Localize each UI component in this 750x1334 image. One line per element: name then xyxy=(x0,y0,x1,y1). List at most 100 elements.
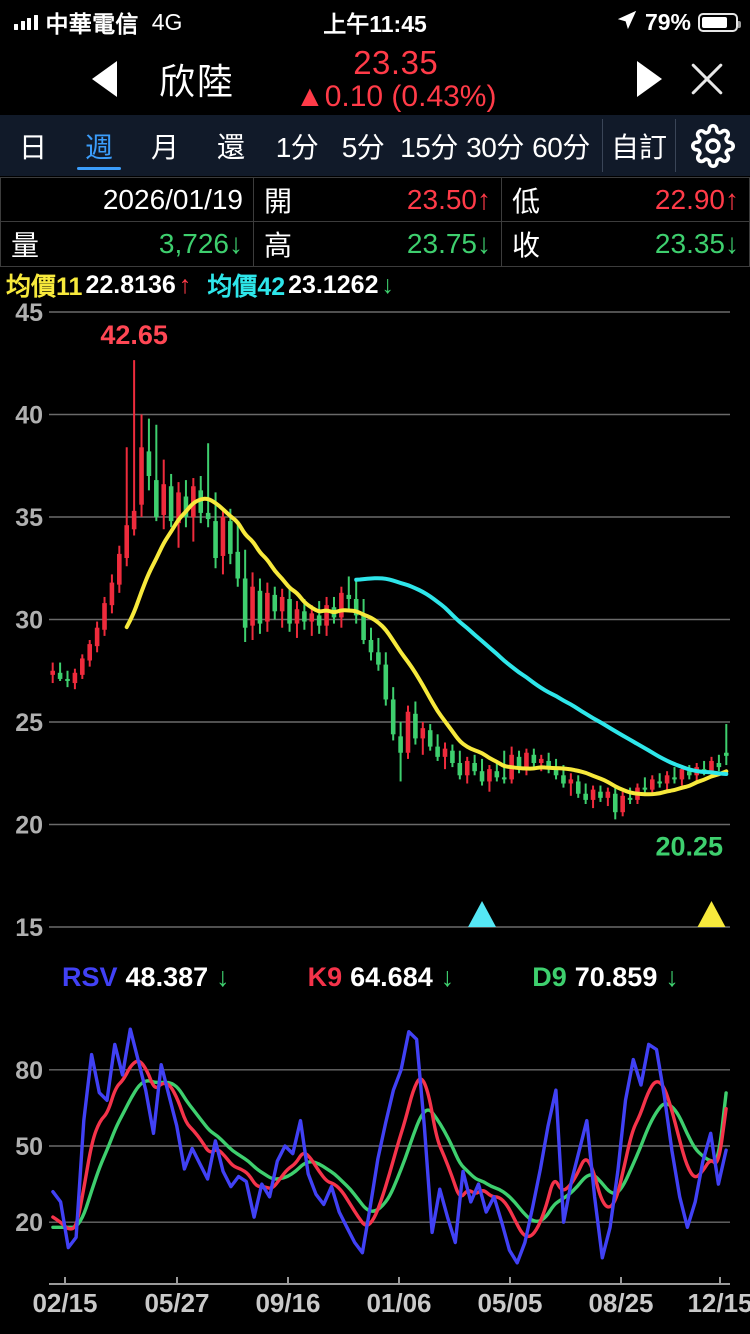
kd-y-tick: 80 xyxy=(15,1057,43,1085)
candle-body xyxy=(183,496,189,517)
candle-body xyxy=(257,590,263,624)
period-tab-4[interactable]: 1分 xyxy=(264,115,330,176)
quote-cell-0-0: 2026/01/19 xyxy=(0,177,254,222)
period-tab-8[interactable]: 60分 xyxy=(528,115,594,176)
period-tab-label: 15分 xyxy=(400,131,458,163)
candle-body xyxy=(561,775,566,784)
candle-body xyxy=(139,447,144,505)
chart-marker-1[interactable] xyxy=(697,901,726,927)
candle-body xyxy=(154,480,159,517)
period-tab-label: 日 xyxy=(18,131,47,163)
candle-body xyxy=(205,512,211,520)
kd-legend-arrow-icon: ↓ xyxy=(665,961,679,992)
price-change: ▲0.10 (0.43%) xyxy=(295,79,497,113)
candle-body xyxy=(516,756,522,770)
x-axis-label-3: 01/06 xyxy=(366,1288,431,1318)
quote-summary: 23.35 ▲0.10 (0.43%) xyxy=(295,45,496,113)
kd-line-K9 xyxy=(51,1059,728,1239)
kd-legend-value: 64.684 xyxy=(350,961,433,992)
ma-legend-value: 22.8136 xyxy=(85,270,176,299)
candle-body xyxy=(228,521,233,554)
x-axis-label-5: 08/25 xyxy=(588,1288,653,1318)
candle-body xyxy=(390,699,396,735)
price-y-tick: 20 xyxy=(15,812,43,840)
period-tab-label: 週 xyxy=(84,131,113,163)
quote-cell-label: 低 xyxy=(512,185,541,217)
ma-legend-item-1: 均價42 23.1262 ↓ xyxy=(207,267,394,303)
price-chart-panel[interactable]: 45 40 35 30 25 20 15 42.65 20.25 xyxy=(0,303,750,953)
period-tab-5[interactable]: 5分 xyxy=(330,115,396,176)
price-chart-svg[interactable]: 45 40 35 30 25 20 15 42.65 20.25 xyxy=(0,303,750,953)
kd-legend-value: 48.387 xyxy=(125,961,209,992)
candle-body xyxy=(724,752,729,756)
kd-legend-name: RSV xyxy=(62,961,118,992)
price-y-tick: 45 xyxy=(15,303,43,327)
next-arrow-icon[interactable] xyxy=(637,61,662,97)
candle-body xyxy=(472,763,477,772)
candle-body xyxy=(80,658,85,675)
period-tab-2[interactable]: 月 xyxy=(132,115,198,176)
candle-body xyxy=(72,672,78,684)
close-icon[interactable] xyxy=(684,56,730,102)
quote-cell-label: 開 xyxy=(264,185,293,217)
candle-body xyxy=(590,789,596,800)
price-y-tick: 30 xyxy=(15,607,43,635)
quote-cell-value: 3,726↓ xyxy=(158,228,243,259)
kd-legend-item-0: RSV 48.387 ↓ xyxy=(62,962,230,993)
candle-body xyxy=(716,763,722,768)
kd-indicator-legend: RSV 48.387 ↓ K9 64.684 ↓ D9 70.859 ↓ xyxy=(0,953,750,1001)
period-tab-label: 1分 xyxy=(275,131,319,163)
period-tab-3[interactable]: 還 xyxy=(198,115,264,176)
candle-body xyxy=(279,596,285,612)
period-tab-7[interactable]: 30分 xyxy=(462,115,528,176)
candle-body xyxy=(265,592,270,622)
candle-body xyxy=(220,517,226,556)
candle-body xyxy=(435,746,440,757)
ma-line-42 xyxy=(354,576,729,776)
candle-body xyxy=(442,748,448,757)
period-tab-1[interactable]: 週 xyxy=(66,115,132,176)
gear-icon[interactable] xyxy=(676,115,750,176)
candle-body xyxy=(124,525,130,558)
candle-body xyxy=(353,599,359,616)
candle-body xyxy=(294,609,300,624)
period-tab-6[interactable]: 15分 xyxy=(396,115,462,176)
candle-body xyxy=(272,594,278,612)
stock-name-label: 欣陸 xyxy=(159,61,236,102)
candle-body xyxy=(457,763,463,776)
quote-cell-value: 22.90↑ xyxy=(654,183,739,215)
candle-body xyxy=(376,652,381,665)
chart-marker-0[interactable] xyxy=(468,901,497,927)
previous-arrow-icon[interactable] xyxy=(92,61,117,97)
ma-legend-arrow-icon: ↑ xyxy=(178,270,192,299)
candle-body xyxy=(494,771,500,778)
candle-body xyxy=(413,713,418,739)
quote-cell-value: 2026/01/19 xyxy=(102,183,243,215)
quote-cell-1-2: 收 23.35↓ xyxy=(502,222,750,267)
period-tab-label: 還 xyxy=(216,131,245,163)
moving-average-legend: 均價11 22.8136 ↑ 均價42 23.1262 ↓ xyxy=(0,267,750,303)
candle-body xyxy=(672,777,677,780)
table-row: 2026/01/19 開 23.50↑ 低 22.90↑ xyxy=(0,177,750,222)
kd-legend-item-2: D9 70.859 ↓ xyxy=(532,962,679,993)
candle-body xyxy=(102,603,107,630)
candle-body xyxy=(679,769,685,780)
candle-body xyxy=(287,599,292,624)
price-y-tick: 35 xyxy=(15,504,43,532)
kd-chart-panel[interactable]: 80 50 20 02/15 05/27 09/16 01/06 05/05 08/25 12/1… xyxy=(0,1001,750,1322)
custom-period-button[interactable]: 自訂 xyxy=(610,131,667,163)
kd-legend-arrow-icon: ↓ xyxy=(440,961,455,992)
candle-body xyxy=(649,779,655,790)
candle-body xyxy=(168,486,174,522)
candle-body xyxy=(361,615,366,640)
kd-line-D9 xyxy=(51,1079,728,1229)
candle-body xyxy=(94,627,100,647)
period-tab-0[interactable]: 日 xyxy=(0,115,66,176)
candle-body xyxy=(198,490,204,513)
quote-cell-label: 量 xyxy=(11,230,40,261)
candle-body xyxy=(612,793,618,813)
candle-body xyxy=(309,613,315,622)
quote-cell-value: 23.35↓ xyxy=(654,228,739,259)
kd-chart-svg[interactable]: 80 50 20 02/15 05/27 09/16 01/06 05/05 08/25 12/1… xyxy=(0,1001,750,1322)
